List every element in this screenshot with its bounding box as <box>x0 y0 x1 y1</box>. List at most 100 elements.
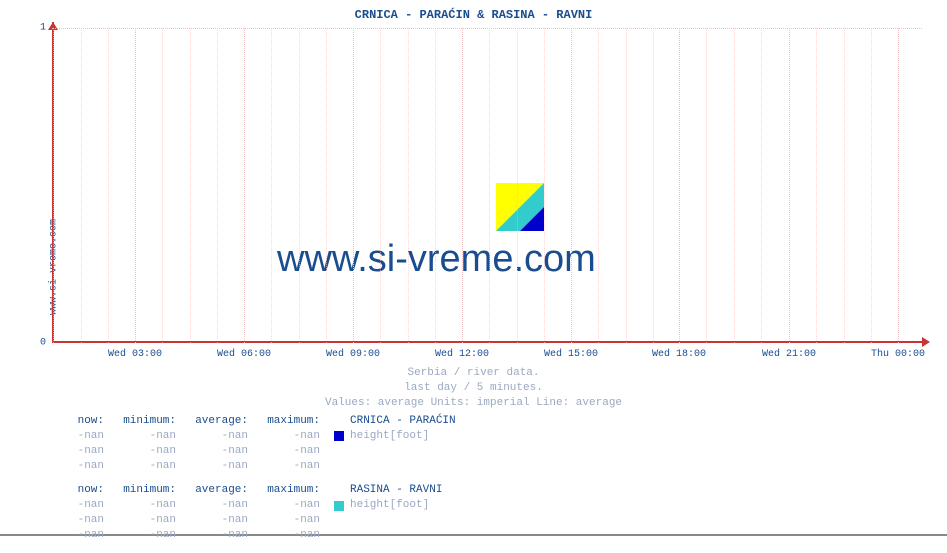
table-cell: -nan <box>180 429 252 444</box>
legend-cell <box>324 528 350 543</box>
table-cell: -nan <box>108 459 180 474</box>
gridline-v-minor <box>408 28 409 343</box>
legend-cell <box>324 459 350 474</box>
table-header-cell: minimum: <box>108 414 180 429</box>
gridline-v-minor <box>81 28 82 343</box>
gridline-v-minor <box>271 28 272 343</box>
table-cell: -nan <box>180 444 252 459</box>
table-row: -nan-nan-nan-nan <box>36 459 456 474</box>
table-row: -nan-nan-nan-nan <box>36 513 456 528</box>
gridline-h <box>52 28 922 29</box>
table-cell: -nan <box>180 498 252 513</box>
table-cell: -nan <box>36 498 108 513</box>
table-row: -nan-nan-nan-nanheight[foot] <box>36 429 456 444</box>
gridline-v <box>571 28 572 343</box>
table-header-cell: average: <box>180 414 252 429</box>
table-header-row: now:minimum:average:maximum:RASINA - RAV… <box>36 483 456 498</box>
table-cell: -nan <box>36 459 108 474</box>
table-header-cell: minimum: <box>108 483 180 498</box>
gridline-v-minor <box>190 28 191 343</box>
table-cell: -nan <box>108 513 180 528</box>
table-cell: -nan <box>252 513 324 528</box>
subtitle-line: last day / 5 minutes. <box>0 381 947 396</box>
xtick-label: Wed 15:00 <box>544 349 598 360</box>
stats-table: now:minimum:average:maximum:CRNICA - PAR… <box>36 414 456 473</box>
table-cell: -nan <box>108 444 180 459</box>
gridline-v <box>353 28 354 343</box>
gridline-v-minor <box>626 28 627 343</box>
gridline-v-minor <box>653 28 654 343</box>
xtick-label: Wed 18:00 <box>652 349 706 360</box>
xtick-label: Wed 09:00 <box>326 349 380 360</box>
gridline-v-minor <box>517 28 518 343</box>
xtick-label: Wed 12:00 <box>435 349 489 360</box>
gridline-v-minor <box>598 28 599 343</box>
chart-title: CRNICA - PARAĆIN & RASINA - RAVNI <box>0 8 947 22</box>
table-row: -nan-nan-nan-nanheight[foot] <box>36 498 456 513</box>
gridline-v-minor <box>217 28 218 343</box>
subtitle-line: Serbia / river data. <box>0 366 947 381</box>
gridline-v-minor <box>380 28 381 343</box>
legend-label: height[foot] <box>350 498 429 513</box>
gridline-v-minor <box>871 28 872 343</box>
legend-label: height[foot] <box>350 429 429 444</box>
table-cell: -nan <box>36 513 108 528</box>
chart-subtitle: Serbia / river data. last day / 5 minute… <box>0 366 947 411</box>
table-row: -nan-nan-nan-nan <box>36 528 456 543</box>
gridline-v-minor <box>706 28 707 343</box>
table-header-cell: now: <box>36 414 108 429</box>
table-cell: -nan <box>108 429 180 444</box>
gridline-v-minor <box>53 28 54 343</box>
table-row: -nan-nan-nan-nan <box>36 444 456 459</box>
gridline-v <box>679 28 680 343</box>
data-tables: now:minimum:average:maximum:CRNICA - PAR… <box>36 414 456 553</box>
table-cell: -nan <box>36 429 108 444</box>
table-cell: -nan <box>252 444 324 459</box>
table-cell: -nan <box>252 498 324 513</box>
table-cell: -nan <box>180 459 252 474</box>
legend-swatch <box>334 501 344 511</box>
gridline-v-minor <box>761 28 762 343</box>
gridline-v <box>462 28 463 343</box>
xtick-label: Wed 21:00 <box>762 349 816 360</box>
gridline-v-minor <box>844 28 845 343</box>
gridline-v-minor <box>326 28 327 343</box>
table-cell: -nan <box>180 513 252 528</box>
table-cell: -nan <box>252 528 324 543</box>
xtick-label: Wed 03:00 <box>108 349 162 360</box>
table-cell: -nan <box>252 429 324 444</box>
gridline-v-minor <box>816 28 817 343</box>
gridline-v-minor <box>435 28 436 343</box>
table-cell: -nan <box>108 498 180 513</box>
xtick-label: Wed 06:00 <box>217 349 271 360</box>
table-cell: -nan <box>36 444 108 459</box>
gridline-v-minor <box>299 28 300 343</box>
legend-cell: height[foot] <box>324 429 429 444</box>
gridline-v-minor <box>489 28 490 343</box>
table-header-cell: now: <box>36 483 108 498</box>
ytick-label: 0 <box>40 338 46 349</box>
xtick-label: Thu 00:00 <box>871 349 925 360</box>
table-cell: -nan <box>180 528 252 543</box>
legend-cell <box>324 444 350 459</box>
gridline-v <box>244 28 245 343</box>
gridline-v-minor <box>162 28 163 343</box>
gridline-v-minor <box>108 28 109 343</box>
gridline-v-minor <box>734 28 735 343</box>
table-header-cell: maximum: <box>252 414 324 429</box>
table-cell: -nan <box>108 528 180 543</box>
legend-cell <box>324 513 350 528</box>
plot-area: www.si-vreme.com 01Wed 03:00Wed 06:00Wed… <box>52 28 922 343</box>
ytick-label: 1 <box>40 23 46 34</box>
subtitle-line: Values: average Units: imperial Line: av… <box>0 396 947 411</box>
x-axis <box>52 341 922 343</box>
table-header-cell: maximum: <box>252 483 324 498</box>
gridline-v <box>898 28 899 343</box>
gridline-v-minor <box>544 28 545 343</box>
gridline-v <box>135 28 136 343</box>
table-header-row: now:minimum:average:maximum:CRNICA - PAR… <box>36 414 456 429</box>
series-name: RASINA - RAVNI <box>324 483 442 498</box>
stats-table: now:minimum:average:maximum:RASINA - RAV… <box>36 483 456 542</box>
table-cell: -nan <box>36 528 108 543</box>
table-header-cell: average: <box>180 483 252 498</box>
